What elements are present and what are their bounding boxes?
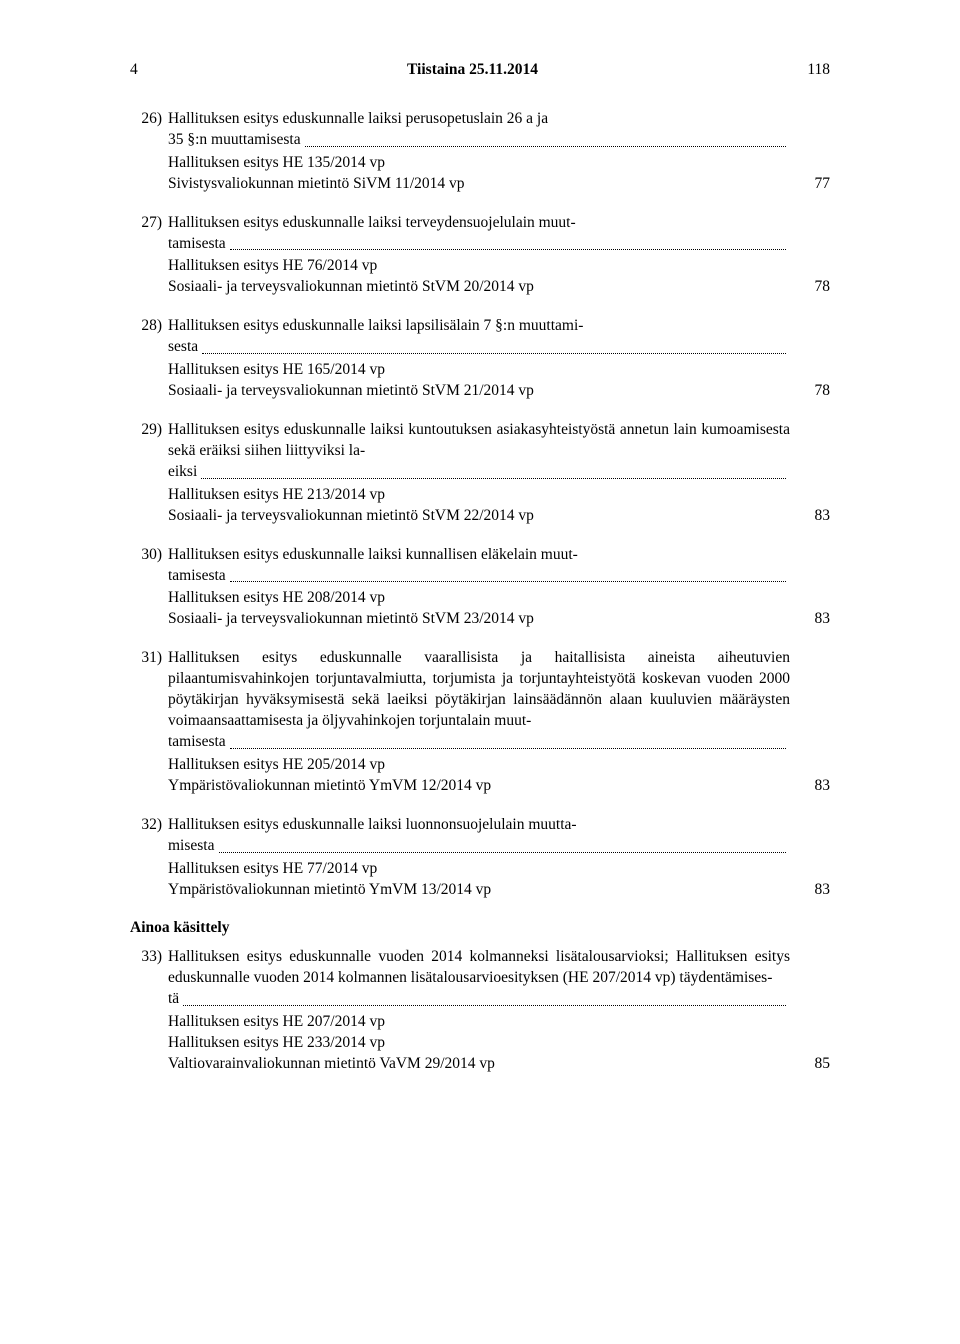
entry-ref: Sosiaali- ja terveysvaliokunnan mietintö… xyxy=(168,609,790,630)
entry-page: 77 xyxy=(798,174,830,195)
entry-ref: Sosiaali- ja terveysvaliokunnan mietintö… xyxy=(168,506,790,527)
toc-entry: 30) Hallituksen esitys eduskunnalle laik… xyxy=(130,545,830,631)
entry-page: 83 xyxy=(798,506,830,527)
entry-number: 26) xyxy=(130,109,168,130)
entry-refs: Hallituksen esitys HE 76/2014 vp Sosiaal… xyxy=(168,256,790,298)
entry-ref: Hallituksen esitys HE 76/2014 vp xyxy=(168,256,790,277)
leader-dots xyxy=(230,581,786,582)
entry-title-last: sesta xyxy=(168,337,198,358)
entry-ref: Hallituksen esitys HE 165/2014 vp xyxy=(168,360,790,381)
entry-page: 83 xyxy=(798,776,830,797)
entry-title-last: 35 §:n muuttamisesta xyxy=(168,130,301,151)
entry-page: 85 xyxy=(798,1054,830,1075)
page-header-date: Tiistaina 25.11.2014 xyxy=(138,60,808,81)
toc-entry: 28) Hallituksen esitys eduskunnalle laik… xyxy=(130,316,830,402)
toc-entry: 33) Hallituksen esitys eduskunnalle vuod… xyxy=(130,947,830,1075)
leader-dots xyxy=(202,353,786,354)
leader-dots xyxy=(230,249,786,250)
entry-title-pre: Hallituksen esitys eduskunnalle laiksi k… xyxy=(168,545,790,566)
entry-page: 78 xyxy=(798,277,830,298)
page-header: 4 Tiistaina 25.11.2014 118 xyxy=(130,60,830,81)
entry-ref: Sosiaali- ja terveysvaliokunnan mietintö… xyxy=(168,277,790,298)
entry-refs: Hallituksen esitys HE 207/2014 vp Hallit… xyxy=(168,1012,790,1075)
page-number-left: 4 xyxy=(130,60,138,81)
leader-dots xyxy=(230,748,786,749)
entry-title-last: tä xyxy=(168,989,179,1010)
entry-title-pre: Hallituksen esitys eduskunnalle laiksi l… xyxy=(168,815,790,836)
entry-refs: Hallituksen esitys HE 165/2014 vp Sosiaa… xyxy=(168,360,790,402)
toc-entry: 31) Hallituksen esitys eduskunnalle vaar… xyxy=(130,648,830,796)
entry-refs: Hallituksen esitys HE 208/2014 vp Sosiaa… xyxy=(168,588,790,630)
entry-number: 27) xyxy=(130,213,168,234)
entry-refs: Hallituksen esitys HE 135/2014 vp Sivist… xyxy=(168,153,790,195)
leader-dots xyxy=(219,852,787,853)
entry-ref: Hallituksen esitys HE 213/2014 vp xyxy=(168,485,790,506)
entry-refs: Hallituksen esitys HE 205/2014 vp Ympäri… xyxy=(168,755,790,797)
entry-page: 78 xyxy=(798,381,830,402)
entry-ref: Hallituksen esitys HE 135/2014 vp xyxy=(168,153,790,174)
entry-number: 32) xyxy=(130,815,168,836)
entry-number: 33) xyxy=(130,947,168,968)
entry-title-last: tamisesta xyxy=(168,732,226,753)
entry-title-pre: Hallituksen esitys eduskunnalle vaaralli… xyxy=(168,648,790,732)
entry-title-last: eiksi xyxy=(168,462,197,483)
entry-refs: Hallituksen esitys HE 213/2014 vp Sosiaa… xyxy=(168,485,790,527)
entry-ref: Hallituksen esitys HE 77/2014 vp xyxy=(168,859,790,880)
entry-ref: Hallituksen esitys HE 207/2014 vp xyxy=(168,1012,790,1033)
entry-title-last: tamisesta xyxy=(168,566,226,587)
entry-page: 83 xyxy=(798,609,830,630)
toc-entry: 29) Hallituksen esitys eduskunnalle laik… xyxy=(130,420,830,527)
entry-title-pre: Hallituksen esitys eduskunnalle laiksi k… xyxy=(168,420,790,462)
entry-title-pre: Hallituksen esitys eduskunnalle laiksi t… xyxy=(168,213,790,234)
section-heading: Ainoa käsittely xyxy=(130,918,830,939)
toc-entry: 27) Hallituksen esitys eduskunnalle laik… xyxy=(130,213,830,299)
entry-title-last: tamisesta xyxy=(168,234,226,255)
leader-dots xyxy=(183,1005,786,1006)
entry-title-pre: Hallituksen esitys eduskunnalle laiksi p… xyxy=(168,109,790,130)
toc-entry: 32) Hallituksen esitys eduskunnalle laik… xyxy=(130,815,830,901)
toc-entry: 26) Hallituksen esitys eduskunnalle laik… xyxy=(130,109,830,195)
page-number-right: 118 xyxy=(807,60,830,81)
entry-ref: Hallituksen esitys HE 208/2014 vp xyxy=(168,588,790,609)
entry-number: 29) xyxy=(130,420,168,441)
entry-title-pre: Hallituksen esitys eduskunnalle laiksi l… xyxy=(168,316,790,337)
entry-title-last: misesta xyxy=(168,836,215,857)
leader-dots xyxy=(201,478,786,479)
entry-ref: Ympäristövaliokunnan mietintö YmVM 12/20… xyxy=(168,776,790,797)
entry-number: 31) xyxy=(130,648,168,669)
entry-ref: Hallituksen esitys HE 205/2014 vp xyxy=(168,755,790,776)
entry-refs: Hallituksen esitys HE 77/2014 vp Ympäris… xyxy=(168,859,790,901)
entry-number: 28) xyxy=(130,316,168,337)
entry-ref: Sivistysvaliokunnan mietintö SiVM 11/201… xyxy=(168,174,790,195)
entry-ref: Sosiaali- ja terveysvaliokunnan mietintö… xyxy=(168,381,790,402)
entry-page: 83 xyxy=(798,880,830,901)
leader-dots xyxy=(305,146,786,147)
entry-number: 30) xyxy=(130,545,168,566)
entry-ref: Ympäristövaliokunnan mietintö YmVM 13/20… xyxy=(168,880,790,901)
entry-ref: Hallituksen esitys HE 233/2014 vp xyxy=(168,1033,790,1054)
entry-title-pre: Hallituksen esitys eduskunnalle vuoden 2… xyxy=(168,947,790,989)
entry-ref: Valtiovarainvaliokunnan mietintö VaVM 29… xyxy=(168,1054,790,1075)
